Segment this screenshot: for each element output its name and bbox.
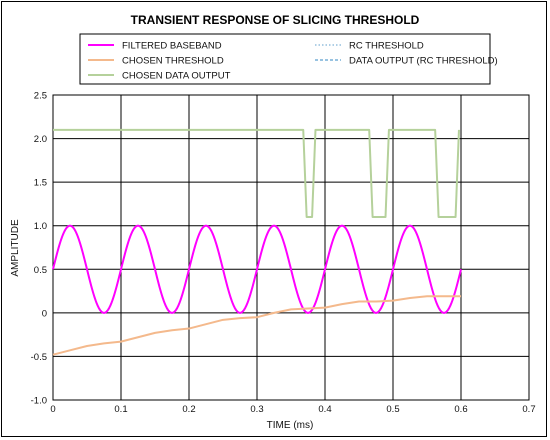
y-tick-label: 2.5 [34, 91, 47, 102]
legend: FILTERED BASEBAND CHOSEN THRESHOLD CHOSEN … [79, 33, 498, 85]
plot-border [52, 94, 530, 401]
chart-title: TRANSIENT RESPONSE OF SLICING THRESHOLD [131, 13, 420, 27]
y-tick-label: 2.0 [34, 134, 47, 145]
legend-label: CHOSEN DATA OUTPUT [122, 71, 231, 82]
series-line-filtered-baseband [52, 224, 462, 314]
series-line-chosen-data-output [53, 128, 460, 218]
y-tick-label: -1.0 [31, 396, 47, 407]
plot-background [53, 95, 529, 400]
series-line-chosen-threshold [52, 295, 461, 356]
y-axis-label: AMPLITUDE [10, 219, 21, 277]
legend-label: FILTERED BASEBAND [122, 41, 222, 52]
plot-area: 2.52.01.51.00.50-0.5-1.00 0.1 0.2 0.3 0.4 0.5… [31, 91, 536, 416]
y-tick-label: 0 [42, 308, 47, 319]
x-tick-label: 0.4 [318, 404, 331, 415]
legend-label: DATA OUTPUT (RC THRESHOLD) [349, 56, 498, 67]
x-tick-label: 0 [50, 404, 55, 415]
y-tick-label: 1.0 [34, 221, 47, 232]
y-tick-label: -0.5 [31, 352, 47, 363]
x-tick-label: 0.6 [454, 404, 467, 415]
x-tick-label: 0.7 [522, 404, 535, 415]
x-tick-label: 0.5 [386, 404, 399, 415]
legend-label: CHOSEN THRESHOLD [122, 56, 224, 67]
x-axis-label: TIME (ms) [267, 420, 314, 431]
x-tick-label: 0.1 [114, 404, 127, 415]
legend-label: RC THRESHOLD [349, 41, 424, 52]
y-tick-label: 1.5 [34, 178, 47, 189]
y-tick-label: 0.5 [34, 265, 47, 276]
x-tick-label: 0.3 [250, 404, 263, 415]
legend-box [79, 33, 491, 85]
x-tick-label: 0.2 [182, 404, 195, 415]
